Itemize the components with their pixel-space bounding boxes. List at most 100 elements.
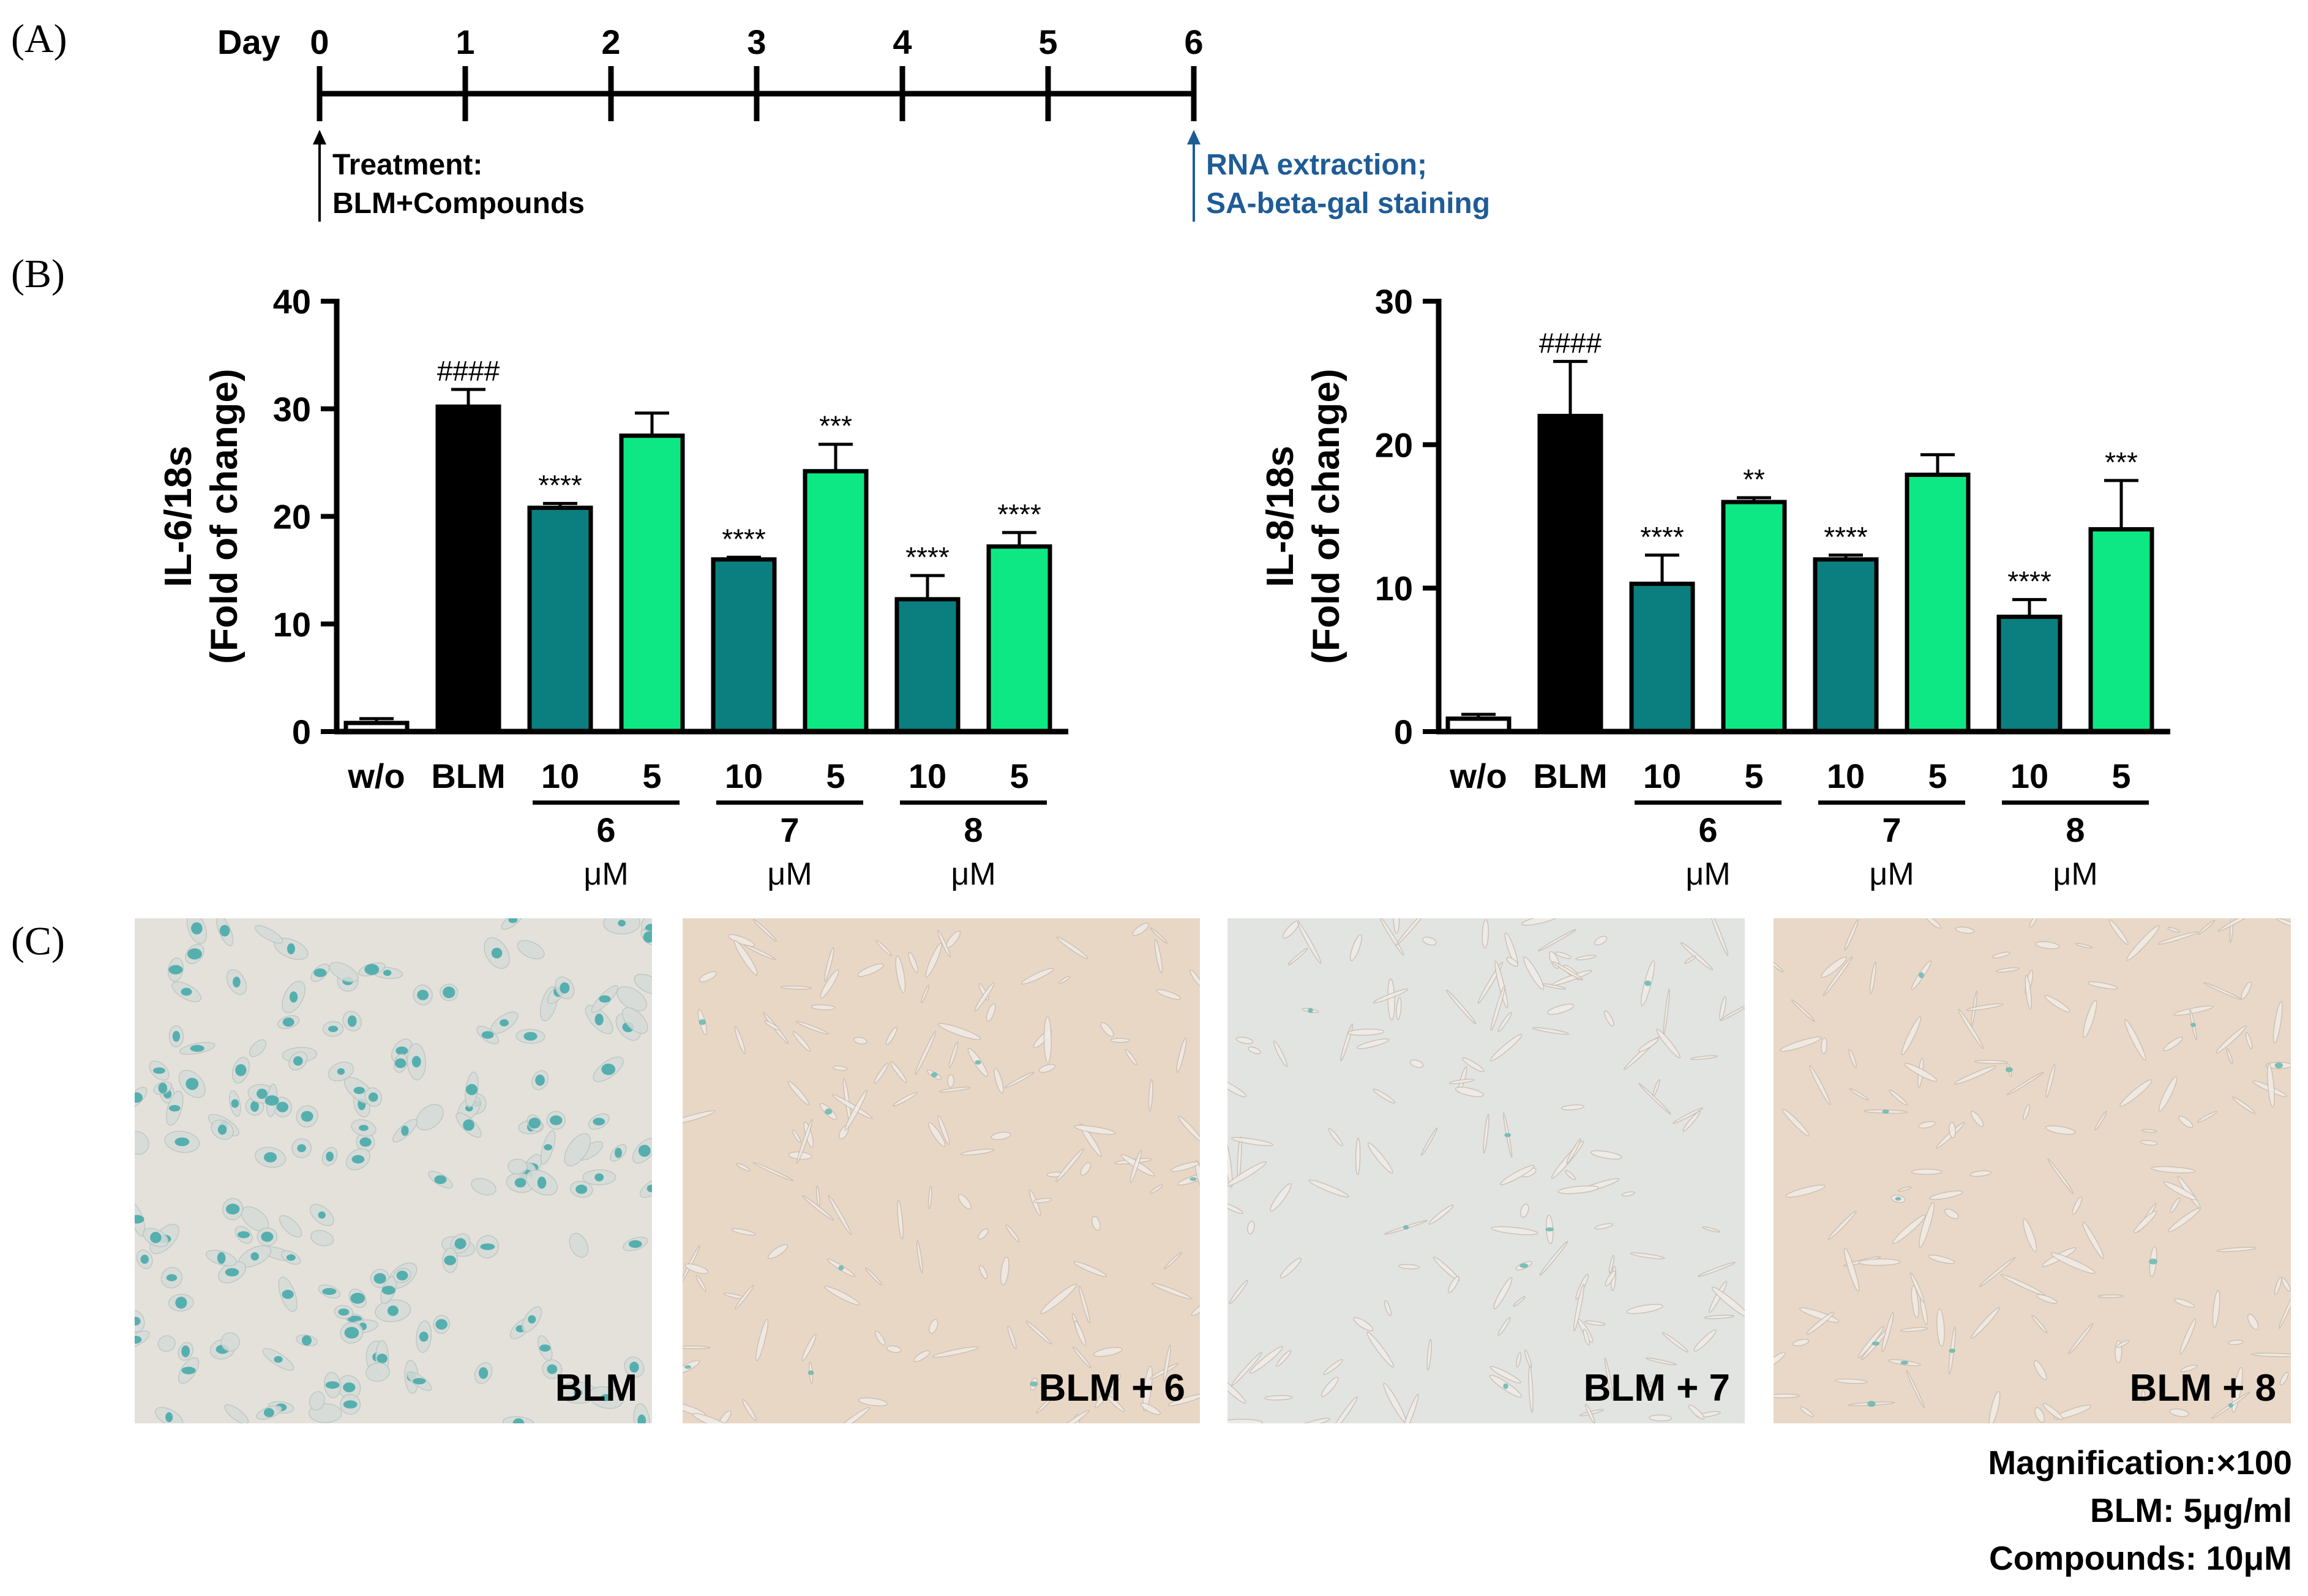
il6-group-unit: μM bbox=[583, 856, 628, 892]
il6-bar bbox=[711, 557, 777, 734]
cell bbox=[795, 1021, 829, 1035]
stained-nucleus bbox=[338, 1308, 350, 1316]
cell bbox=[1684, 955, 1696, 964]
cell bbox=[254, 925, 283, 944]
stained-nucleus bbox=[287, 943, 295, 954]
stained-nucleus bbox=[150, 1232, 162, 1243]
cell bbox=[727, 934, 755, 947]
cell bbox=[1058, 976, 1071, 984]
cell bbox=[1373, 988, 1409, 1004]
stained-nucleus bbox=[1503, 1383, 1508, 1389]
cell bbox=[2229, 918, 2234, 943]
stained-nucleus bbox=[411, 1055, 421, 1068]
cell bbox=[1785, 1185, 1826, 1198]
cell bbox=[1005, 1224, 1020, 1243]
stained-nucleus bbox=[1872, 1341, 1879, 1346]
cell bbox=[1936, 1308, 1945, 1347]
il8-bar bbox=[1629, 582, 1695, 734]
cell bbox=[1074, 1321, 1087, 1347]
cell bbox=[2042, 1403, 2064, 1420]
il8-group-label: 6 bbox=[1698, 811, 1717, 849]
cell bbox=[2097, 1294, 2124, 1298]
timeline-tick-label: 0 bbox=[310, 23, 329, 61]
cell bbox=[2029, 918, 2038, 928]
stained-nucleus bbox=[225, 1268, 239, 1276]
cell bbox=[1835, 1378, 1868, 1384]
cell bbox=[1132, 923, 1150, 936]
cell bbox=[780, 985, 812, 990]
micrograph-blm-8-image bbox=[1774, 918, 2291, 1423]
cell bbox=[1709, 918, 1729, 956]
cell bbox=[979, 1265, 988, 1279]
cell bbox=[1523, 956, 1545, 990]
cell bbox=[1420, 1127, 1438, 1156]
cell bbox=[2068, 1322, 2094, 1355]
cell bbox=[1552, 961, 1584, 981]
timeline: Day 0 1 2 3 4 5 6 Treatment: BLM+Compounds RNA… bbox=[217, 23, 1490, 222]
stained-nucleus bbox=[1504, 1133, 1512, 1137]
cell bbox=[1227, 1141, 1233, 1188]
cell bbox=[471, 1178, 496, 1196]
cell bbox=[1573, 1283, 1585, 1332]
timeline-ticks: 0 1 2 3 4 5 6 bbox=[310, 23, 1204, 121]
il6-group-unit: μM bbox=[767, 856, 812, 892]
cell bbox=[2278, 1288, 2291, 1329]
stained-nucleus bbox=[594, 1013, 604, 1026]
micrograph-blm-8-label: BLM + 8 bbox=[2129, 1367, 2276, 1409]
stained-nucleus bbox=[261, 1231, 274, 1242]
stained-nucleus bbox=[825, 1108, 833, 1115]
cell bbox=[1782, 1108, 1810, 1137]
stained-nucleus bbox=[158, 1082, 168, 1094]
stained-nucleus bbox=[373, 1273, 386, 1284]
cell bbox=[927, 1186, 932, 1210]
cell bbox=[1323, 1359, 1344, 1375]
stained-nucleus bbox=[135, 1092, 143, 1103]
stained-nucleus bbox=[1403, 1225, 1409, 1230]
cell bbox=[279, 1215, 302, 1238]
micrograph-blm-7-image bbox=[1227, 918, 1745, 1423]
micrograph-blm: BLM bbox=[135, 918, 652, 1423]
cell bbox=[1774, 1352, 1786, 1370]
cell bbox=[1774, 1393, 1800, 1399]
timeline-tick-label: 4 bbox=[893, 23, 912, 61]
stained-nucleus bbox=[168, 1104, 181, 1112]
stained-nucleus bbox=[1949, 1348, 1955, 1353]
cell bbox=[2108, 919, 2129, 945]
cell bbox=[1690, 1055, 1718, 1060]
il8-bar bbox=[1721, 500, 1787, 734]
cell bbox=[2157, 931, 2198, 945]
cell bbox=[2116, 1339, 2130, 1348]
cell bbox=[736, 1163, 751, 1172]
stained-nucleus bbox=[166, 1274, 178, 1281]
stained-nucleus bbox=[413, 1377, 426, 1385]
cell bbox=[2217, 918, 2257, 932]
cell bbox=[1163, 1344, 1171, 1382]
stained-nucleus bbox=[181, 1366, 196, 1374]
il6-ytick-label: 30 bbox=[273, 390, 311, 429]
stained-nucleus bbox=[528, 1117, 541, 1129]
stained-nucleus bbox=[1918, 972, 1924, 978]
stained-nucleus bbox=[187, 948, 202, 960]
cell bbox=[1584, 1320, 1606, 1326]
cell bbox=[1799, 1406, 1814, 1417]
stained-nucleus bbox=[282, 1017, 294, 1027]
cell bbox=[1273, 1040, 1288, 1067]
cell bbox=[1249, 1346, 1283, 1374]
micrograph-blm-6: BLM + 6 bbox=[683, 918, 1200, 1423]
cell bbox=[978, 1228, 989, 1240]
cell bbox=[1561, 1104, 1585, 1111]
cell bbox=[1928, 1254, 1955, 1264]
timeline-tick-label: 5 bbox=[1038, 23, 1057, 61]
cell bbox=[2034, 1407, 2045, 1423]
cell bbox=[1604, 1357, 1614, 1401]
stained-nucleus bbox=[359, 1137, 372, 1147]
stained-nucleus bbox=[347, 1015, 357, 1027]
il6-category-label: 5 bbox=[826, 757, 845, 795]
cell bbox=[1455, 1087, 1484, 1098]
cell bbox=[692, 1413, 732, 1423]
stained-nucleus bbox=[628, 1240, 642, 1248]
stained-nucleus bbox=[250, 1252, 260, 1261]
chart-il6: IL-6/18s (Fold of change) 0 10 20 30 40 w/o ####… bbox=[157, 282, 1068, 892]
cell bbox=[744, 944, 776, 961]
cell bbox=[2241, 981, 2252, 1000]
